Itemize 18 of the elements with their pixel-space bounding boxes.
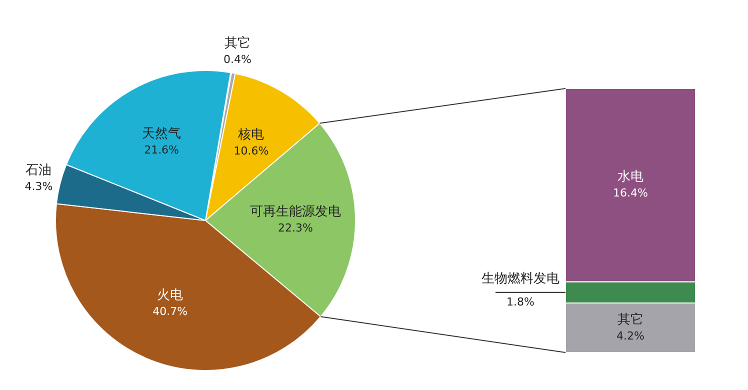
slice-label: 石油 bbox=[26, 162, 52, 178]
series-label: 水电 bbox=[618, 170, 644, 185]
slice-label: 其它 bbox=[224, 35, 250, 51]
data-label: 22.3% bbox=[278, 222, 313, 235]
data-label: 40.7% bbox=[152, 304, 188, 318]
data-label: 0.4% bbox=[224, 53, 252, 66]
data-label: 1.8% bbox=[506, 295, 534, 308]
data-label: 4.3% bbox=[24, 180, 53, 193]
slice-label: 火电 bbox=[157, 288, 184, 303]
data-label: 16.4% bbox=[613, 186, 648, 200]
series-label: 其它 bbox=[618, 311, 644, 328]
data-label: 4.2% bbox=[616, 329, 644, 342]
data-label: 10.6% bbox=[234, 144, 269, 158]
slice-label: 天然气 bbox=[142, 126, 182, 142]
slice-label: 可再生能源发电 bbox=[250, 204, 341, 220]
series-label: 生物燃料发电 bbox=[482, 271, 560, 286]
data-label: 21.6% bbox=[144, 143, 180, 156]
slice-label: 核电 bbox=[237, 127, 264, 142]
